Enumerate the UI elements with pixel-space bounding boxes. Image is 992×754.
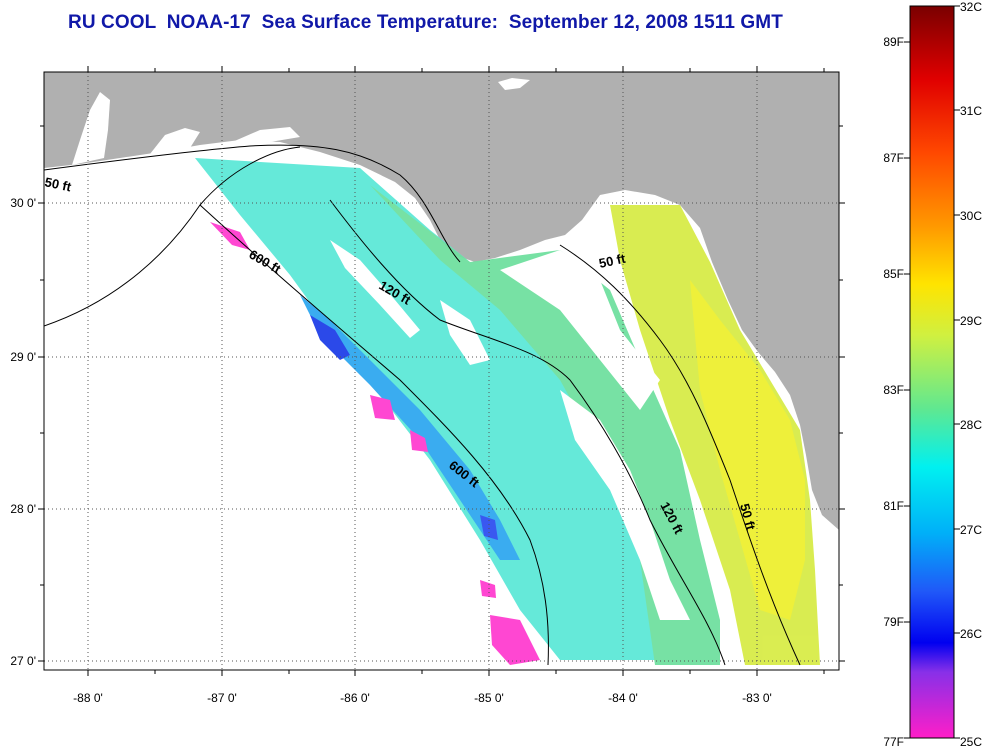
colorbar-fahrenheit-label: 85F — [883, 267, 904, 281]
sst-magenta-patch-2 — [410, 430, 428, 452]
sst-cold-patch-2 — [480, 515, 498, 540]
lat-tick-label: 27 0' — [10, 654, 36, 668]
lon-tick-label: -85 0' — [474, 691, 504, 705]
graticule — [44, 72, 839, 670]
lat-tick-label: 30 0' — [10, 196, 36, 210]
contour-label-50ft-south: 50 ft — [737, 502, 759, 532]
cloud-gap-2 — [560, 390, 690, 620]
colorbar-celsius-label: 31C — [960, 104, 982, 118]
latitude-labels: 30 0' 29 0' 28 0' 27 0' — [10, 196, 36, 668]
colorbar-fahrenheit-label: 77F — [883, 735, 904, 749]
map-panel: 50 ft 600 ft 120 ft 50 ft 600 ft 120 ft … — [38, 66, 845, 676]
lat-tick-label: 29 0' — [10, 350, 36, 364]
lat-tick-label: 28 0' — [10, 502, 36, 516]
lon-tick-label: -83 0' — [742, 691, 772, 705]
cloud-gap-1 — [500, 250, 660, 410]
contour-50ft-east — [559, 244, 801, 666]
sst-band-nearshore-yellow — [690, 280, 805, 620]
sst-magenta-patch-3 — [490, 615, 540, 665]
colorbar-celsius-label: 26C — [960, 627, 982, 641]
sst-cold-patch-blue — [310, 315, 350, 360]
colorbar-fahrenheit-label: 79F — [883, 615, 904, 629]
colorbar-fahrenheit-label: 89F — [883, 35, 904, 49]
colorbar-ticks — [904, 5, 960, 739]
colorbar-celsius-label: 30C — [960, 209, 982, 223]
colorbar-celsius-label: 27C — [960, 523, 982, 537]
colorbar-fahrenheit-label: 83F — [883, 383, 904, 397]
tick-marks — [38, 66, 845, 676]
cloud-gap-4 — [440, 300, 490, 365]
longitude-labels: -88 0' -87 0' -86 0' -85 0' -84 0' -83 0… — [73, 691, 772, 705]
contour-120ft — [329, 199, 726, 666]
sst-swaths — [195, 158, 820, 665]
cloud-gap-3 — [330, 240, 420, 338]
lon-tick-label: -88 0' — [73, 691, 103, 705]
contour-label-50ft-west: 50 ft — [43, 174, 73, 194]
contour-50ft-west — [44, 144, 461, 263]
lon-tick-label: -84 0' — [608, 691, 638, 705]
sst-band-shelf-blue — [300, 295, 520, 560]
contour-600ft-outer — [44, 146, 549, 666]
choctawhatchee-bay — [230, 127, 300, 143]
sst-magenta-patch-1 — [370, 395, 395, 420]
isobath-contours — [44, 144, 801, 666]
lon-tick-label: -86 0' — [340, 691, 370, 705]
lake-fragment — [498, 78, 530, 90]
sst-cold-patch-violet — [210, 222, 250, 250]
colorbar-celsius-label: 25C — [960, 735, 982, 749]
map-frame-border — [43, 71, 840, 671]
contour-label-50ft-north: 50 ft — [598, 251, 628, 271]
mobile-bay — [72, 92, 110, 165]
colorbar-gradient — [909, 5, 955, 739]
sst-magenta-patch-4 — [480, 580, 496, 598]
colorbar-fahrenheit-label: 81F — [883, 499, 904, 513]
sst-band-western-cyan — [195, 158, 660, 660]
map-title: RU COOL NOAA-17 Sea Surface Temperature:… — [68, 12, 783, 33]
pensacola-bay — [150, 128, 200, 154]
lon-tick-label: -87 0' — [207, 691, 237, 705]
florida-panhandle-land — [44, 72, 839, 530]
colorbar-celsius-label: 29C — [960, 314, 982, 328]
colorbar-celsius-label: 28C — [960, 418, 982, 432]
colorbar-celsius-label: 32C — [960, 0, 982, 14]
colorbar-fahrenheit-label: 87F — [883, 151, 904, 165]
temperature-colorbar: 89F 87F 85F 83F 81F 79F 77F 32C 31C 30C … — [883, 0, 982, 749]
